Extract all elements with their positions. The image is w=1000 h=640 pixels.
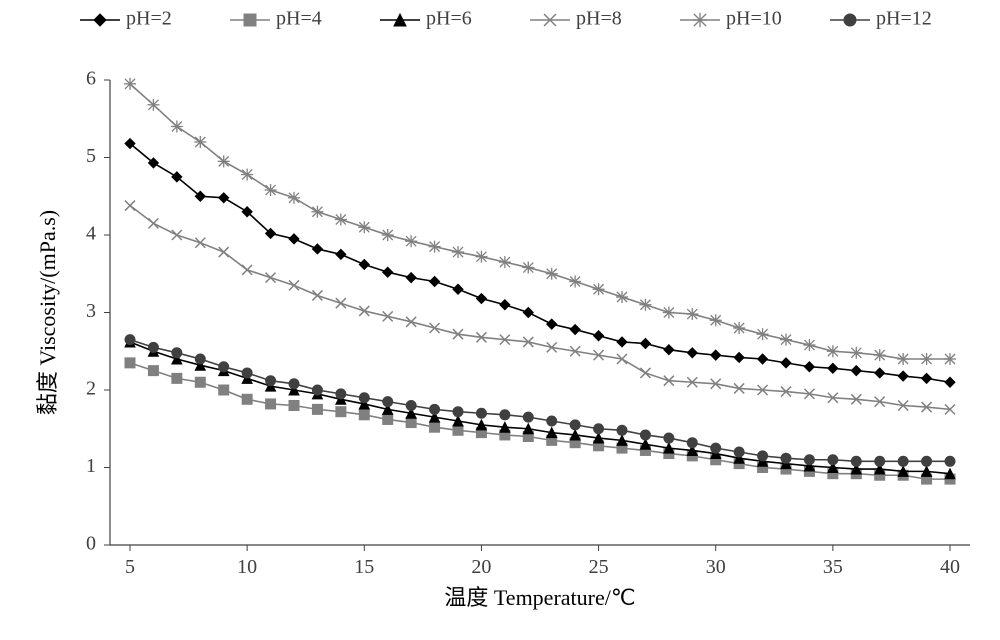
svg-text:15: 15 <box>354 556 374 578</box>
legend-item: pH=6 <box>380 8 472 30</box>
svg-text:pH=8: pH=8 <box>576 8 622 30</box>
svg-text:pH=12: pH=12 <box>876 8 932 30</box>
legend-item: pH=4 <box>230 8 322 30</box>
x-axis-label: 温度 Temperature/℃ <box>444 585 635 610</box>
svg-text:0: 0 <box>86 533 96 555</box>
svg-text:5: 5 <box>125 556 135 578</box>
svg-text:pH=6: pH=6 <box>426 8 472 30</box>
svg-text:1: 1 <box>86 455 96 477</box>
svg-text:pH=10: pH=10 <box>726 8 782 30</box>
y-axis-label: 黏度 Viscosity/(mPa.s) <box>35 210 60 415</box>
svg-text:2: 2 <box>86 378 96 400</box>
svg-text:35: 35 <box>823 556 843 578</box>
chart-svg: 0 1 2 3 4 5 6 5 10 15 20 25 30 35 40 温度 Temperature/℃ 黏度… <box>0 0 1000 640</box>
svg-text:pH=4: pH=4 <box>276 8 322 30</box>
svg-text:5: 5 <box>86 145 96 167</box>
svg-text:3: 3 <box>86 300 96 322</box>
viscosity-chart: 0 1 2 3 4 5 6 5 10 15 20 25 30 35 40 温度 Temperature/℃ 黏度… <box>0 0 1000 640</box>
series-pH=10 <box>124 78 956 365</box>
legend-item: pH=12 <box>830 8 932 30</box>
svg-text:20: 20 <box>471 556 491 578</box>
svg-text:pH=2: pH=2 <box>126 8 172 30</box>
legend-item: pH=8 <box>530 8 622 30</box>
svg-text:30: 30 <box>706 556 726 578</box>
svg-text:10: 10 <box>237 556 257 578</box>
legend-item: pH=2 <box>80 8 172 30</box>
svg-text:4: 4 <box>86 223 96 245</box>
svg-text:6: 6 <box>86 68 96 90</box>
svg-text:25: 25 <box>589 556 609 578</box>
svg-text:40: 40 <box>940 556 960 578</box>
legend-item: pH=10 <box>680 8 782 30</box>
